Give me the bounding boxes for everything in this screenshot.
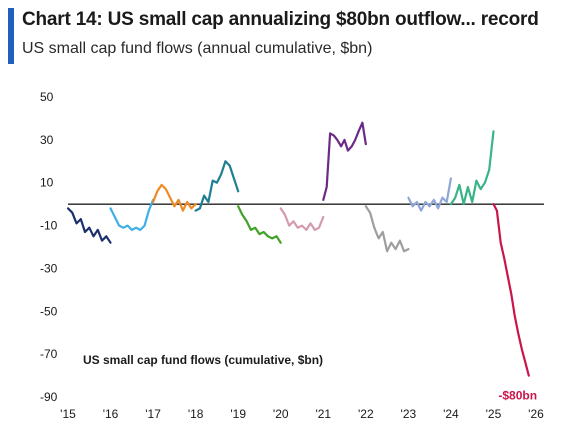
y-tick-label: 30 bbox=[40, 133, 54, 147]
series-line-8 bbox=[364, 205, 410, 253]
x-tick-label: '19 bbox=[230, 407, 246, 421]
y-tick-label: -10 bbox=[40, 219, 58, 233]
series-line-9 bbox=[407, 177, 452, 212]
series-line-7 bbox=[322, 121, 367, 201]
x-tick-label: '22 bbox=[358, 407, 374, 421]
series-line-5 bbox=[237, 205, 282, 244]
series-line-6 bbox=[279, 207, 325, 231]
x-tick-label: '23 bbox=[401, 407, 417, 421]
series-line-4 bbox=[194, 160, 240, 212]
x-tick-label: '25 bbox=[486, 407, 502, 421]
y-tick-label: -50 bbox=[40, 304, 58, 318]
y-tick-label: -70 bbox=[40, 347, 58, 361]
x-tick-label: '17 bbox=[145, 407, 161, 421]
inner-series-label: US small cap fund flows (cumulative, $bn… bbox=[83, 353, 323, 367]
title-accent-bar bbox=[8, 8, 14, 64]
x-tick-label: '20 bbox=[273, 407, 289, 421]
x-axis: '15 '16 '17 '18 '19 '20 '21 '22 '23 '24 '25 '26 bbox=[60, 407, 544, 421]
series-line-10 bbox=[449, 130, 495, 206]
series-line-2 bbox=[109, 198, 155, 231]
y-tick-label: 10 bbox=[40, 176, 54, 190]
y-tick-label: -30 bbox=[40, 261, 58, 275]
series-group bbox=[66, 121, 530, 377]
series-line-11 bbox=[492, 203, 530, 377]
chart-subtitle: US small cap fund flows (annual cumulati… bbox=[22, 40, 373, 57]
x-tick-label: '15 bbox=[60, 407, 76, 421]
x-tick-label: '24 bbox=[443, 407, 459, 421]
x-tick-label: '16 bbox=[103, 407, 119, 421]
y-axis: 50 30 10 -10 -30 -50 -70 -90 bbox=[40, 90, 58, 404]
series-line-1 bbox=[66, 207, 112, 244]
x-tick-label: '26 bbox=[528, 407, 544, 421]
series-line-3 bbox=[152, 183, 197, 212]
annotation-label: -$80bn bbox=[498, 389, 537, 403]
y-tick-label: -90 bbox=[40, 390, 58, 404]
chart-title: Chart 14: US small cap annualizing $80bn… bbox=[22, 9, 539, 30]
y-tick-label: 50 bbox=[40, 90, 54, 104]
x-tick-label: '18 bbox=[188, 407, 204, 421]
x-tick-label: '21 bbox=[315, 407, 331, 421]
